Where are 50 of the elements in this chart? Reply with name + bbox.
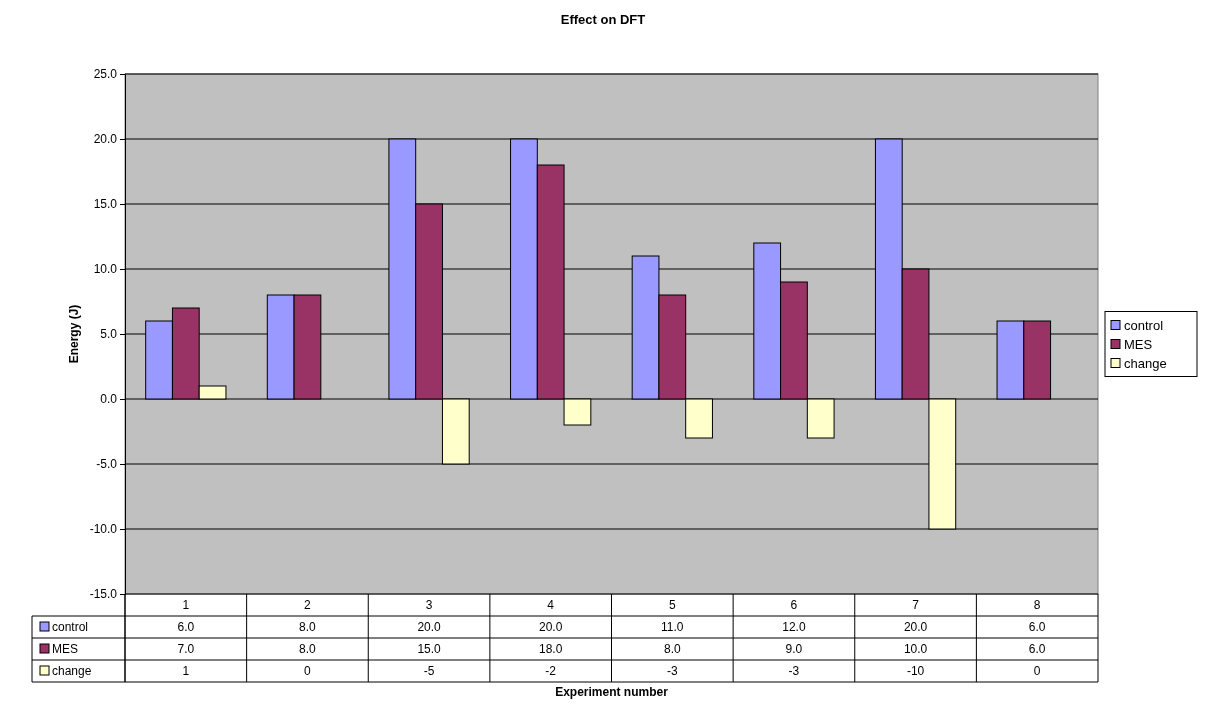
data-label: 12.0	[782, 620, 806, 634]
data-label: 20.0	[903, 620, 928, 634]
data-label: 18.0	[539, 642, 563, 656]
y-tick-label: -10.0	[89, 522, 118, 537]
x-tick-label: 1	[182, 598, 190, 612]
data-label: -3	[788, 664, 800, 678]
data-label: -5	[423, 664, 435, 678]
chart-title: Effect on DFT	[560, 12, 646, 27]
legend-label: control	[1124, 317, 1164, 333]
y-tick-label: 25.0	[93, 67, 118, 82]
x-tick-label: 2	[304, 598, 312, 612]
data-label: 9.0	[785, 642, 803, 656]
text: Experiment number	[555, 685, 669, 699]
y-tick-label: -5.0	[96, 457, 118, 472]
y-tick-label: 20.0	[93, 132, 118, 147]
data-label: 8.0	[663, 642, 681, 656]
data-label: 10.0	[903, 642, 928, 656]
text: control	[52, 620, 89, 634]
data-label: 8.0	[299, 642, 317, 656]
legend-label: MES	[1124, 336, 1153, 352]
x-tick-label: 8	[1033, 598, 1041, 612]
data-label: 15.0	[417, 642, 442, 656]
y-tick-label: 0.0	[100, 392, 118, 407]
data-label: 11.0	[661, 620, 684, 634]
data-label: 0	[1033, 664, 1041, 678]
data-label: 20.0	[417, 620, 442, 634]
x-tick-label: 3	[425, 598, 433, 612]
x-tick-label: 4	[547, 598, 555, 612]
text: MES	[52, 642, 79, 656]
data-label: 1	[182, 664, 190, 678]
data-label: 6.0	[177, 620, 195, 634]
data-label: 0	[304, 664, 312, 678]
legend-label: change	[1124, 355, 1167, 371]
x-tick-label: 6	[790, 598, 798, 612]
data-label: -2	[545, 664, 557, 678]
data-label: 7.0	[177, 642, 195, 656]
data-label: 6.0	[1028, 642, 1046, 656]
y-tick-label: 15.0	[93, 197, 118, 212]
y-tick-label: 5.0	[100, 327, 118, 342]
x-tick-label: 5	[668, 598, 676, 612]
data-label: 8.0	[299, 620, 317, 634]
data-label: -3	[666, 664, 678, 678]
y-tick-label: -15.0	[89, 587, 118, 602]
data-label: 20.0	[539, 620, 563, 634]
data-label: -10	[906, 664, 925, 678]
text: change	[52, 664, 92, 678]
y-axis-title: Energy (J)	[67, 304, 81, 364]
x-tick-label: 7	[912, 598, 920, 612]
y-tick-label: 10.0	[93, 262, 118, 277]
data-label: 6.0	[1028, 620, 1046, 634]
